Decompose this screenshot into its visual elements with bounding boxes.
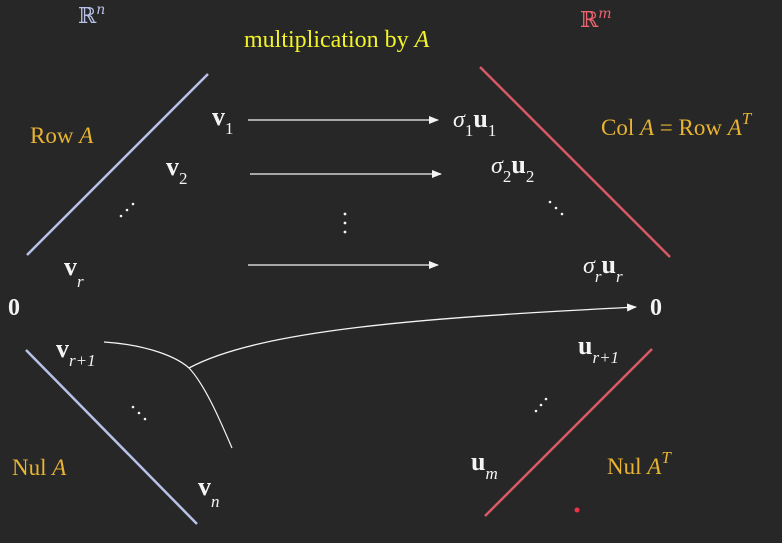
row-space-line: [26, 73, 209, 256]
vector-vn: vn: [198, 472, 220, 511]
dots-column-space: [548, 200, 564, 216]
vector-sigma2-u2: σ2u2: [491, 150, 535, 186]
row-space-label: Row A: [30, 123, 94, 148]
zero-vector-right: 0: [650, 295, 662, 321]
vector-um: um: [471, 447, 498, 483]
vector-v1: v1: [212, 102, 234, 138]
column-space-line: [479, 66, 671, 258]
pointer-dot: [574, 507, 580, 513]
dots-row-space: [119, 202, 135, 218]
column-space-label: Col A = Row AT: [601, 109, 752, 140]
null-space-line: [25, 349, 198, 525]
zero-vector-left: 0: [8, 295, 20, 321]
dots-left-null-space: [534, 397, 548, 413]
arrow-null-to-zero: [188, 303, 637, 369]
domain-space-label: ℝn: [78, 2, 106, 29]
vector-vr: vr: [64, 252, 84, 291]
codomain-space-label: ℝm: [580, 6, 612, 33]
null-curve-lower: [188, 367, 233, 449]
diagram-title: multiplication by A: [244, 27, 430, 53]
vector-sigma1-u1: σ1u1: [453, 104, 497, 140]
left-null-space-label: Nul AT: [607, 448, 671, 479]
null-space-label: Nul A: [12, 455, 67, 480]
dots-middle-vertical: [343, 212, 347, 234]
vector-vr1: vr+1: [56, 334, 96, 370]
null-curve-upper: [103, 341, 190, 369]
vector-ur1: ur+1: [578, 331, 620, 367]
left-null-space-line: [484, 348, 653, 517]
vector-v2: v2: [166, 152, 188, 188]
vector-sigmar-ur: σrur: [583, 250, 623, 286]
dots-null-space: [131, 405, 147, 421]
